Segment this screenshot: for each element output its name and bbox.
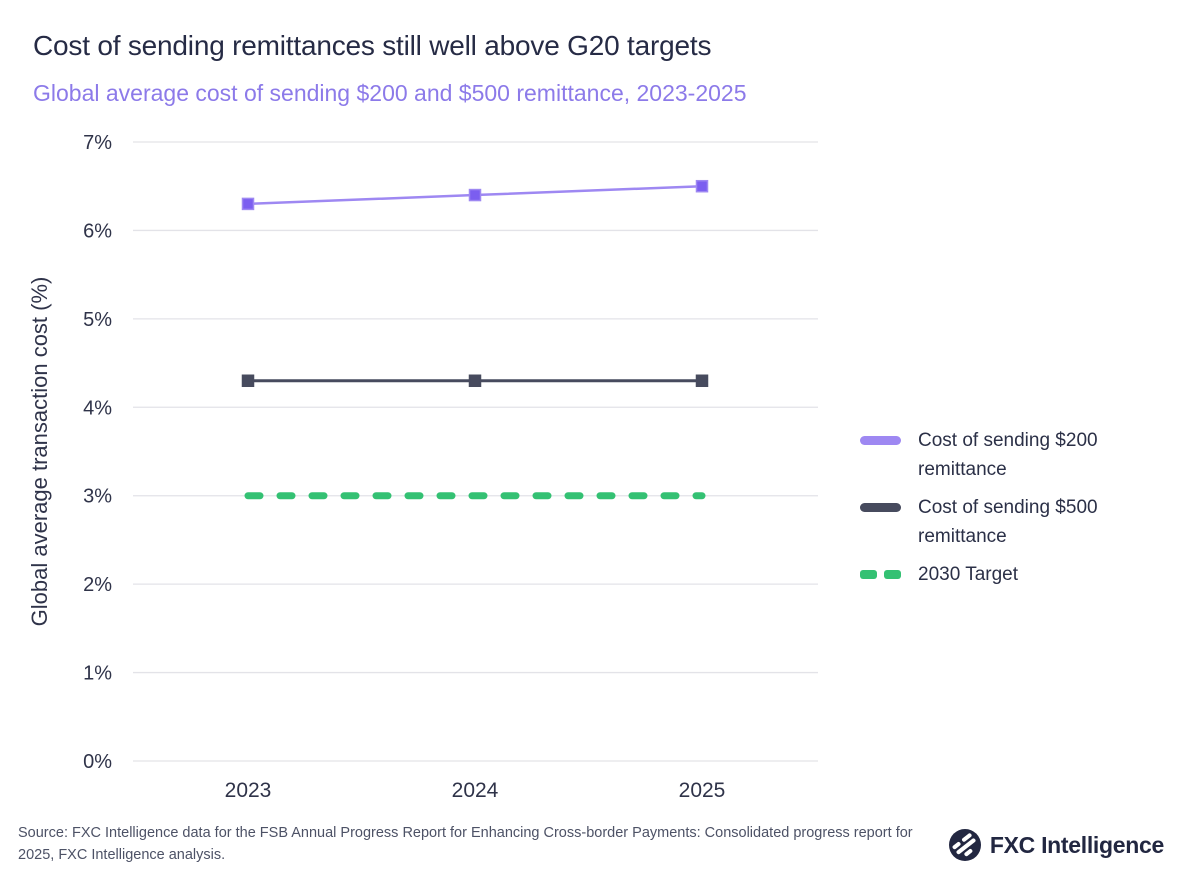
- legend-item-500-remittance: Cost of sending $500 remittance: [860, 493, 1180, 551]
- svg-text:4%: 4%: [83, 397, 112, 419]
- svg-text:5%: 5%: [83, 309, 112, 331]
- source-note: Source: FXC Intelligence data for the FS…: [18, 825, 913, 863]
- legend-swatch-200-remittance: [860, 436, 901, 445]
- svg-text:Global average transaction cos: Global average transaction cost (%): [27, 277, 52, 627]
- fxc-intelligence-logo: FXC Intelligence: [948, 829, 1164, 861]
- legend-item-2030-target: 2030 Target: [860, 560, 1180, 589]
- svg-text:2024: 2024: [452, 779, 499, 802]
- legend-label: Cost of sending $500 remittance: [918, 497, 1098, 547]
- fxc-logo-text: FXC Intelligence: [989, 831, 1164, 858]
- legend-swatch-500-remittance: [860, 503, 901, 512]
- legend-label: 2030 Target: [918, 564, 1019, 585]
- legend-label: Cost of sending $200 remittance: [918, 430, 1098, 480]
- svg-text:2%: 2%: [83, 574, 112, 596]
- legend: Cost of sending $200 remittance Cost of …: [860, 426, 1180, 598]
- svg-text:1%: 1%: [83, 663, 112, 685]
- svg-text:7%: 7%: [83, 132, 112, 154]
- legend-item-200-remittance: Cost of sending $200 remittance: [860, 426, 1180, 484]
- svg-text:3%: 3%: [83, 486, 112, 508]
- legend-swatch-2030-target: [860, 570, 901, 579]
- fxc-globe-icon: [948, 829, 981, 861]
- svg-text:2025: 2025: [679, 779, 726, 802]
- page-title: Cost of sending remittances still well a…: [33, 30, 712, 61]
- svg-text:0%: 0%: [83, 751, 112, 773]
- page-subtitle: Global average cost of sending $200 and …: [33, 80, 747, 106]
- svg-text:6%: 6%: [83, 220, 112, 242]
- svg-text:2023: 2023: [225, 779, 272, 802]
